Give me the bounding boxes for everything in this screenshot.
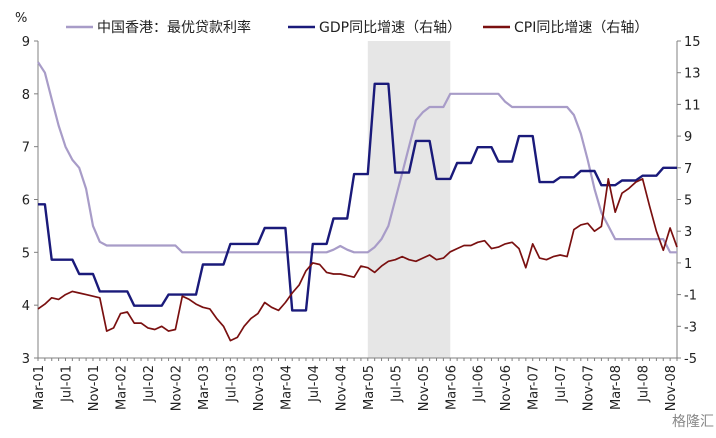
left-tick-label: 5 [22,246,30,261]
right-tick-label: 11 [684,98,701,113]
shaded-period-band [367,41,451,358]
x-tick-label: Jul-06 [472,365,487,403]
x-tick-label: Mar-03 [197,365,212,410]
series-line-3 [37,178,678,342]
left-tick-label: 8 [22,88,30,103]
right-tick-label: 5 [684,194,692,209]
x-tick-label: Jul-07 [554,365,569,403]
x-tick-label: Mar-04 [279,365,294,410]
x-tick-label: Nov-02 [169,365,184,411]
left-tick-label: 4 [22,299,30,314]
series-lines [37,61,678,342]
x-tick-label: Nov-03 [252,365,267,411]
x-tick-label: Jul-02 [142,365,157,403]
right-tick-label: -1 [684,289,697,304]
x-tick-label: Nov-08 [664,365,679,411]
series-line-2 [38,82,677,312]
x-tick-label: Mar-06 [444,365,459,410]
left-tick-label: 7 [22,141,30,156]
x-tick-label: Jul-08 [637,365,652,403]
left-tick-label: 6 [22,194,30,209]
x-tick-label: Nov-07 [582,365,597,411]
x-tick-label: Nov-05 [417,365,432,411]
left-axis-unit-label: % [15,11,27,26]
left-tick-label: 9 [22,35,30,50]
x-tick-label: Jul-05 [389,365,404,403]
right-tick-label: 13 [684,67,701,82]
x-tick-label: Nov-01 [87,365,102,411]
x-tick-label: Mar-07 [527,365,542,410]
x-tick-label: Mar-01 [32,365,47,410]
x-tick-label: Mar-02 [114,365,129,410]
legend-label-1: 中国香港：最优贷款利率 [97,19,251,36]
right-tick-label: 7 [684,162,692,177]
legend: 中国香港：最优贷款利率 GDP同比增速（右轴） CPI同比增速（右轴） [66,19,648,36]
x-tick-label: Nov-06 [499,365,514,411]
x-tick-label: Jul-04 [307,365,322,403]
shaded-period-layer [367,41,451,358]
left-tick-label: 3 [22,352,30,367]
right-tick-label: 15 [684,35,701,50]
x-tick-label: Mar-05 [362,365,377,410]
legend-label-2: GDP同比增速（右轴） [319,20,461,36]
x-tick-label: Jul-03 [224,365,239,403]
right-tick-label: 1 [684,257,692,272]
x-tick-label: Mar-08 [609,365,624,410]
watermark-text: 格隆汇 [672,414,714,430]
right-tick-label: -3 [684,320,697,335]
right-tick-label: -5 [684,352,697,367]
series-line-1 [37,61,677,254]
x-tick-label: Nov-04 [334,365,349,411]
right-tick-label: 9 [684,130,692,145]
right-tick-label: 3 [684,225,692,240]
legend-label-3: CPI同比增速（右轴） [514,20,648,36]
x-tick-label: Jul-01 [59,365,74,403]
